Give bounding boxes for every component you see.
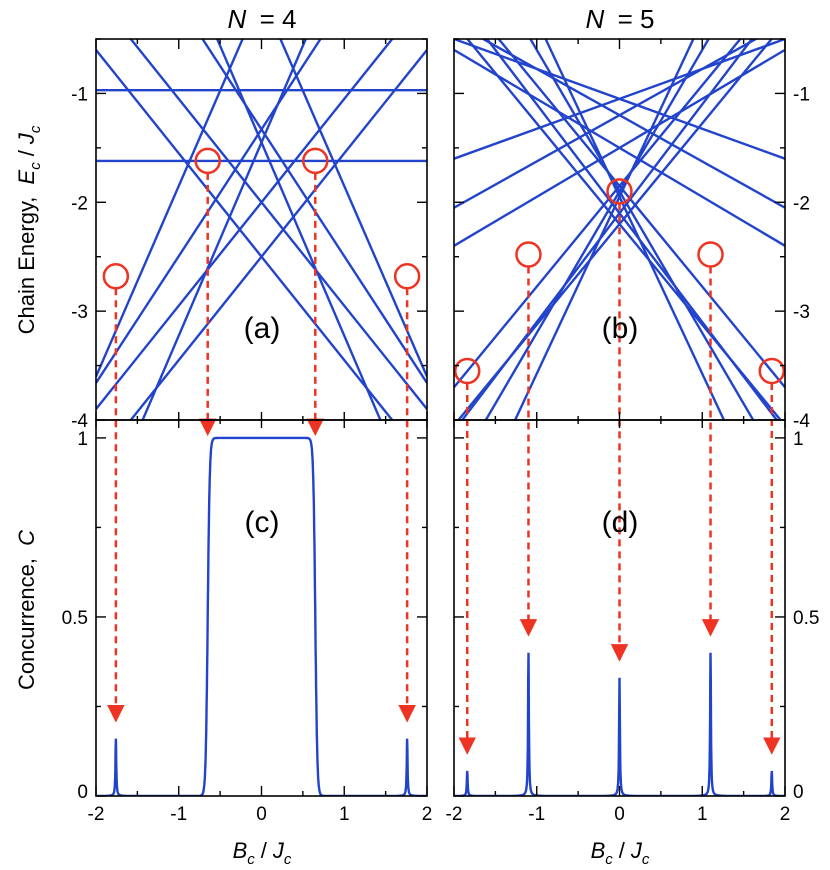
ytick-label-b-1: -2 xyxy=(793,193,810,214)
title-n4-val: = 4 xyxy=(260,4,297,34)
xlabel-left-slash: / xyxy=(261,838,268,863)
ylabel-energy-den-sub: c xyxy=(27,125,44,133)
ytick-label-c-0: 0 xyxy=(77,782,88,803)
level-line-b-8 xyxy=(454,39,742,389)
crossing-marker-b-1 xyxy=(515,241,542,268)
ytick-label-b-2: -3 xyxy=(793,302,810,323)
ytick-label-a-0: -1 xyxy=(71,84,88,105)
level-line-b-15 xyxy=(454,39,785,160)
ytick-label-c-1: 0.5 xyxy=(62,608,88,629)
level-line-b-13 xyxy=(454,48,785,247)
panel-d-data xyxy=(454,652,785,796)
ytick-label-d-0: 0 xyxy=(793,782,804,803)
level-line-b-3 xyxy=(528,39,755,420)
ylabel-energy: Chain Energy, Ec / Jc xyxy=(14,125,44,334)
xlabel-left-den: J xyxy=(272,838,285,863)
xtick-label-d-4: 2 xyxy=(780,804,791,825)
xtick-label-c-1: -1 xyxy=(170,804,187,825)
xlabel-left: Bc / Jc xyxy=(233,838,292,868)
ytick-label-b-3: -4 xyxy=(793,411,810,432)
ytick-label-d-2: 1 xyxy=(793,429,804,450)
title-n5: N = 5 xyxy=(586,4,655,34)
xlabel-right-den: J xyxy=(630,838,643,863)
title-n5-val: = 5 xyxy=(618,4,655,34)
ylabel-energy-den: J xyxy=(14,132,39,145)
level-line-a-6 xyxy=(279,39,427,377)
ytick-label-b-0: -1 xyxy=(793,84,810,105)
ylabel-conc-var: C xyxy=(14,530,39,546)
ytick-label-a-2: -3 xyxy=(71,302,88,323)
title-n4-var: N xyxy=(228,4,247,34)
level-line-b-12 xyxy=(513,39,695,420)
panel-c-data xyxy=(96,436,427,796)
xtick-label-c-3: 1 xyxy=(339,804,350,825)
panel-label-a: (a) xyxy=(244,312,281,345)
xlabel-left-sub: c xyxy=(247,851,255,868)
xtick-label-d-3: 1 xyxy=(697,804,708,825)
xtick-label-c-0: -2 xyxy=(88,804,105,825)
ytick-label-a-1: -2 xyxy=(71,193,88,214)
arrows-layer xyxy=(107,172,781,755)
level-line-b-10 xyxy=(460,39,754,420)
ylabel-concurrence: Concurrence, C xyxy=(14,530,39,690)
ticks-layer: -1 -2 -3 -4 -1 -2 -3 -4 0 0.5 1 0 0.5 1 -2 -1 0 1 2 -2 -1 0 1 2 xyxy=(62,38,819,825)
xlabel-left-den-sub: c xyxy=(284,851,292,868)
level-line-a-7 xyxy=(96,39,394,410)
panel-a-data xyxy=(96,39,427,420)
ylabel-energy-var: E xyxy=(14,169,39,184)
xlabel-right: Bc / Jc xyxy=(591,838,650,868)
panel-b-data xyxy=(454,39,785,420)
ylabel-energy-main: Chain Energy, xyxy=(14,197,39,335)
concurrence-curve-d xyxy=(454,652,785,796)
ytick-label-a-3: -4 xyxy=(71,411,88,432)
xtick-label-d-0: -2 xyxy=(446,804,463,825)
level-line-a-9 xyxy=(96,39,322,384)
level-line-a-8 xyxy=(129,49,427,420)
title-n4: N = 4 xyxy=(228,4,297,34)
panel-label-d: (d) xyxy=(602,506,639,539)
ylabel-conc-main: Concurrence, xyxy=(14,558,39,690)
xtick-label-d-1: -1 xyxy=(528,804,545,825)
title-n5-var: N xyxy=(586,4,605,34)
xlabel-right-var: B xyxy=(591,838,606,863)
level-line-b-11 xyxy=(484,39,711,420)
xlabel-right-den-sub: c xyxy=(642,851,650,868)
xtick-label-c-4: 2 xyxy=(422,804,433,825)
crossing-marker-a-3 xyxy=(393,263,421,290)
concurrence-curve-c xyxy=(96,436,427,796)
level-line-a-11 xyxy=(96,39,244,377)
ytick-label-d-1: 0.5 xyxy=(793,608,819,629)
ylabel-energy-slash: / xyxy=(14,149,39,156)
axes-frame-c xyxy=(95,419,428,797)
panel-label-c: (c) xyxy=(245,506,280,539)
xtick-label-d-2: 0 xyxy=(614,804,625,825)
xlabel-right-sub: c xyxy=(605,851,613,868)
xlabel-left-var: B xyxy=(233,838,248,863)
ylabel-energy-sub: c xyxy=(27,162,44,170)
crossing-marker-a-0 xyxy=(102,263,130,290)
panel-label-b: (b) xyxy=(602,312,639,345)
level-line-b-14 xyxy=(454,39,759,209)
xtick-label-c-2: 0 xyxy=(256,804,267,825)
crossing-marker-b-3 xyxy=(697,241,724,268)
level-line-a-10 xyxy=(141,39,308,420)
ytick-label-c-2: 1 xyxy=(77,429,88,450)
axes-frame-a xyxy=(95,38,428,421)
xlabel-right-slash: / xyxy=(619,838,626,863)
